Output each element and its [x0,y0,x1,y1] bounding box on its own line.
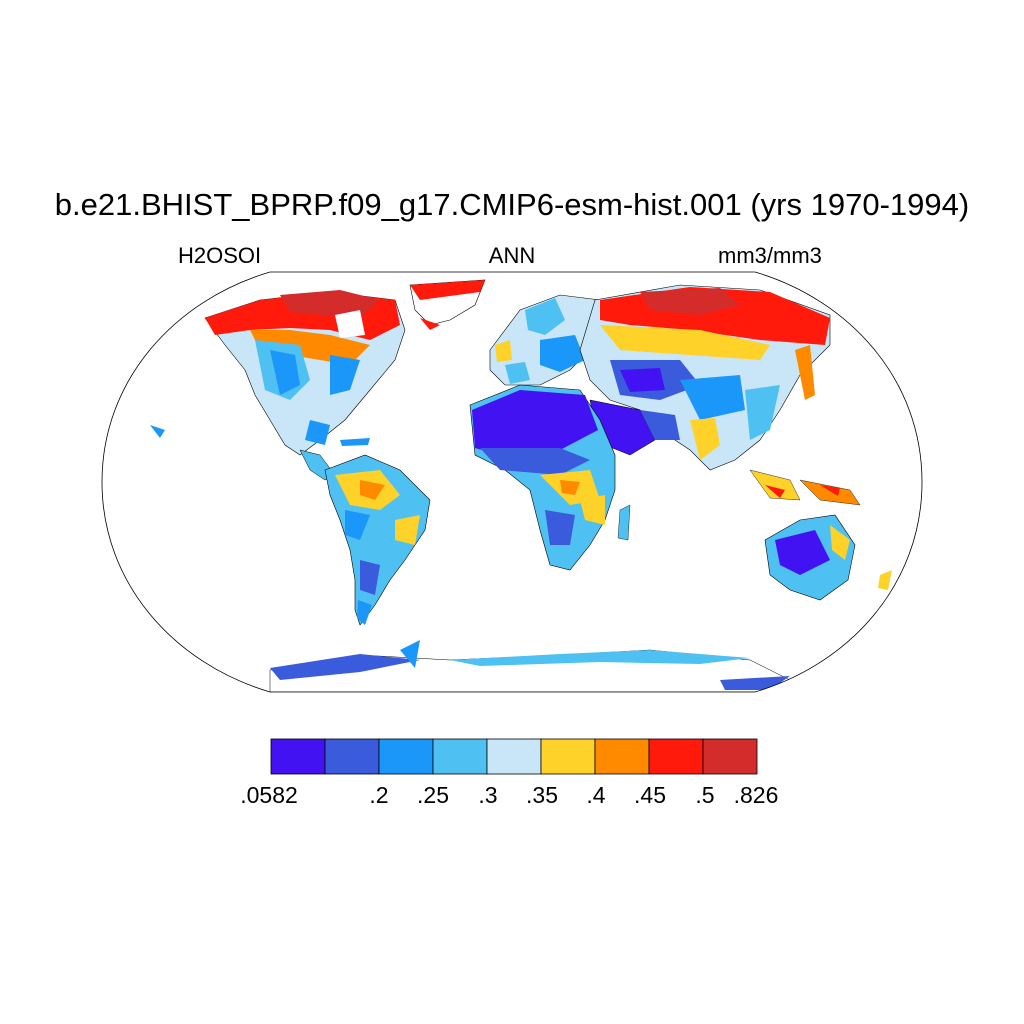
continent-europe [489,294,601,386]
continent-antarctica [269,640,791,692]
colorbar-swatch [702,738,758,775]
colorbar-swatch [648,738,704,775]
colorbar-tick-label: .0582 [240,782,298,808]
colorbar-tick-label: .2 [369,782,389,808]
continent-africa [469,384,631,571]
colorbar-swatch [594,738,650,775]
colorbar-swatch [378,738,434,775]
continent-north-america [150,290,406,456]
colorbar-tick-label: .4 [586,782,606,808]
units-label: mm3/mm3 [718,243,822,268]
colorbar-swatch [486,738,542,775]
colorbar-swatch [540,738,596,775]
colorbar-tick-label: .5 [695,782,715,808]
plot-title: b.e21.BHIST_BPRP.f09_g17.CMIP6-esm-hist.… [54,187,970,222]
colorbar-swatch [270,738,326,775]
continent-asia [579,284,831,471]
colorbar-tick-label: .3 [478,782,498,808]
continent-australia [764,514,892,601]
colorbar-swatch [432,738,488,775]
colorbar-swatch [324,738,380,775]
map-boundary [101,271,923,693]
colorbar-tick-label: .45 [634,782,666,808]
greenland [409,279,486,330]
colorbar-tick-label: .826 [733,782,779,808]
colorbar-tick-label: .25 [417,782,449,808]
variable-label: H2OSOI [178,243,262,268]
colorbar-tick-label: .35 [526,782,558,808]
season-label: ANN [488,243,536,268]
colorbar [270,738,758,775]
continent-south-america [324,454,431,626]
map-area [150,279,892,692]
region-maritime-asia [749,469,861,506]
